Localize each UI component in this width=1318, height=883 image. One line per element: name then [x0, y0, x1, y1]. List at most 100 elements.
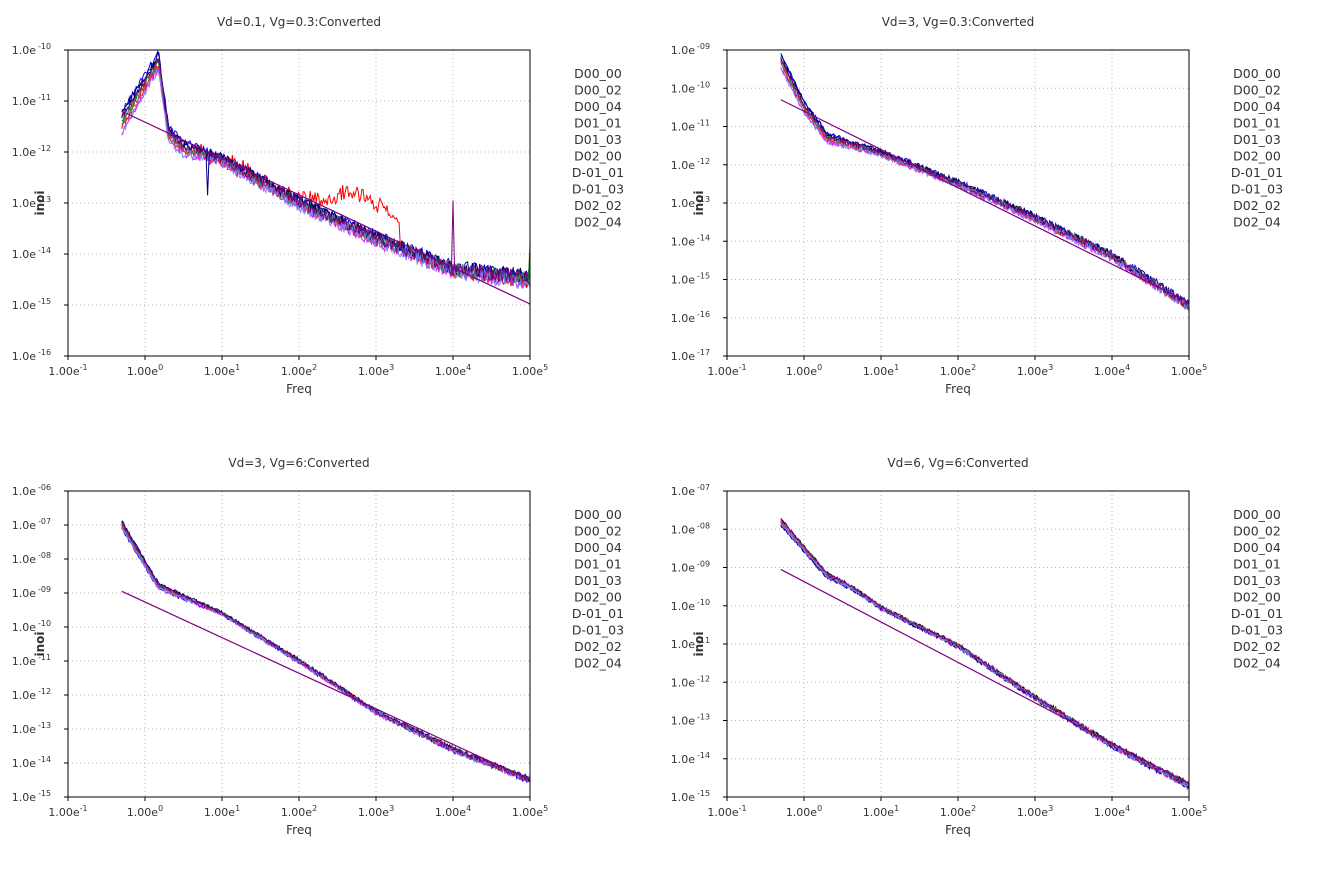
y-tick-label: 1.0e -07: [671, 483, 710, 498]
y-tick-label: 1.0e -10: [671, 598, 710, 613]
y-axis-label: inoi: [692, 190, 706, 215]
series-line-D-01_03: [121, 59, 530, 288]
y-tick-label: 1.0e -09: [671, 560, 710, 575]
chart-panel-1: Vd=0.1, Vg=0.3:Converted 1.00e-1 1.00e0 1.0…: [0, 0, 659, 441]
chart-2: Vd=3, Vg=0.3:Converted 1.00e-1 1.00e0 1.00e…: [671, 15, 1283, 396]
x-tick-label: 1.00e4: [435, 363, 471, 378]
y-tick-label: 1.0e -09: [12, 585, 51, 600]
series-spike: [527, 243, 530, 280]
x-tick-label: 1.00e2: [281, 804, 317, 819]
x-tick-label: 1.00e0: [127, 363, 163, 378]
x-axis-label: Freq: [286, 823, 312, 837]
y-tick-label: 1.0e -09: [671, 42, 710, 57]
series-line-D02_04: [780, 59, 1189, 306]
x-tick-label: 1.00e3: [358, 804, 394, 819]
legend-entry-D02_00: D02_00: [1233, 590, 1281, 605]
y-tick-label: 1.0e -10: [12, 42, 51, 57]
data-lines: [780, 517, 1189, 791]
series-line-D01_01: [780, 67, 1189, 312]
series-line-D02_00: [121, 64, 530, 287]
x-tick-label: 1.00e1: [204, 804, 240, 819]
chart-panel-2: Vd=3, Vg=0.3:Converted 1.00e-1 1.00e0 1.00e…: [659, 0, 1318, 441]
y-tick-label: 1.0e -11: [12, 653, 51, 668]
series-line-D01_01: [121, 526, 530, 783]
y-tick-label: 1.0e -15: [671, 789, 710, 804]
legend-entry-D01_01: D01_01: [574, 557, 622, 572]
series-line-D02_04: [780, 517, 1189, 786]
x-tick-label: 1.00e0: [786, 804, 822, 819]
legend-entry-D00_00: D00_00: [1233, 66, 1281, 81]
y-tick-label: 1.0e -11: [671, 636, 710, 651]
y-tick-label: 1.0e -13: [12, 195, 51, 210]
series-line-D-01_01: [121, 520, 530, 782]
series-line-D01_03: [780, 518, 1189, 786]
y-tick-label: 1.0e -13: [671, 195, 710, 210]
x-tick-label: 1.00e-1: [48, 804, 87, 819]
legend-entry-D00_00: D00_00: [574, 66, 622, 81]
y-tick-label: 1.0e -11: [12, 93, 51, 108]
series-line-D00_02: [121, 527, 530, 784]
legend-entry-D-01_01: D-01_01: [1231, 606, 1283, 621]
series-line-D-01_03: [780, 519, 1189, 786]
y-tick-label: 1.0e -12: [12, 144, 51, 159]
y-tick-label: 1.0e -12: [671, 157, 710, 172]
series-line-D00_04: [780, 519, 1189, 789]
series-line-D02_04: [121, 522, 530, 782]
y-tick-label: 1.0e -08: [12, 551, 51, 566]
x-tick-label: 1.00e2: [940, 363, 976, 378]
y-tick-label: 1.0e -13: [671, 713, 710, 728]
legend-entry-D01_03: D01_03: [574, 132, 622, 147]
y-tick-label: 1.0e -17: [671, 348, 710, 363]
legend-entry-D02_00: D02_00: [1233, 149, 1281, 164]
legend-entry-D00_02: D00_02: [574, 524, 622, 539]
y-axis-label: inoi: [692, 631, 706, 656]
x-tick-label: 1.00e5: [512, 804, 548, 819]
legend-entry-D-01_03: D-01_03: [1231, 182, 1283, 197]
series-line-D-01_03: [780, 60, 1189, 311]
x-tick-label: 1.00e1: [863, 363, 899, 378]
legend-entry-D00_00: D00_00: [1233, 507, 1281, 522]
trend-line: [121, 110, 530, 305]
legend-entry-D-01_01: D-01_01: [572, 606, 624, 621]
chart-3: Vd=3, Vg=6:Converted 1.00e-1 1.00e0 1.00e1 1…: [12, 456, 624, 837]
data-lines: [780, 52, 1189, 312]
x-axis-label: Freq: [286, 382, 312, 396]
legend-entry-D02_04: D02_04: [574, 215, 622, 230]
x-tick-label: 1.00e4: [435, 804, 471, 819]
series-line-D01_03: [121, 521, 530, 780]
chart-4: Vd=6, Vg=6:Converted 1.00e-1 1.00e0 1.00e1 1…: [671, 456, 1283, 837]
legend-entry-D-01_01: D-01_01: [572, 165, 624, 180]
chart-title: Vd=3, Vg=6:Converted: [228, 456, 369, 470]
legend-entry-D02_00: D02_00: [574, 149, 622, 164]
series-spike: [205, 155, 210, 196]
x-tick-label: 1.00e4: [1094, 804, 1130, 819]
x-tick-label: 1.00e5: [1171, 804, 1207, 819]
legend-entry-D01_01: D01_01: [1233, 116, 1281, 131]
y-tick-label: 1.0e -13: [12, 721, 51, 736]
legend-entry-D-01_03: D-01_03: [572, 182, 624, 197]
series-line-D02_02: [780, 66, 1189, 310]
y-tick-label: 1.0e -06: [12, 483, 51, 498]
y-tick-label: 1.0e -16: [12, 348, 51, 363]
legend-entry-D00_00: D00_00: [574, 507, 622, 522]
y-tick-label: 1.0e -12: [671, 674, 710, 689]
x-axis-label: Freq: [945, 382, 971, 396]
legend-entry-D01_03: D01_03: [1233, 573, 1281, 588]
x-tick-label: 1.00e-1: [707, 804, 746, 819]
series-line-D00_00: [780, 63, 1189, 310]
series-line-D02_00: [780, 62, 1189, 312]
x-tick-label: 1.00e3: [1017, 804, 1053, 819]
chart-panel-3: Vd=3, Vg=6:Converted 1.00e-1 1.00e0 1.00e1 1…: [0, 441, 659, 882]
chart-title: Vd=3, Vg=0.3:Converted: [882, 15, 1035, 29]
legend-entry-D-01_03: D-01_03: [1231, 623, 1283, 638]
y-tick-label: 1.0e -15: [671, 272, 710, 287]
series-line-D02_02: [121, 69, 530, 290]
legend-entry-D02_04: D02_04: [1233, 656, 1281, 671]
y-tick-label: 1.0e -15: [12, 297, 51, 312]
y-tick-label: 1.0e -14: [12, 755, 51, 770]
series-line-D00_02: [780, 525, 1189, 787]
x-tick-label: 1.00e3: [358, 363, 394, 378]
series-line-D00_04: [121, 524, 530, 782]
series-line-D02_04: [121, 56, 530, 283]
chart-title: Vd=0.1, Vg=0.3:Converted: [217, 15, 381, 29]
